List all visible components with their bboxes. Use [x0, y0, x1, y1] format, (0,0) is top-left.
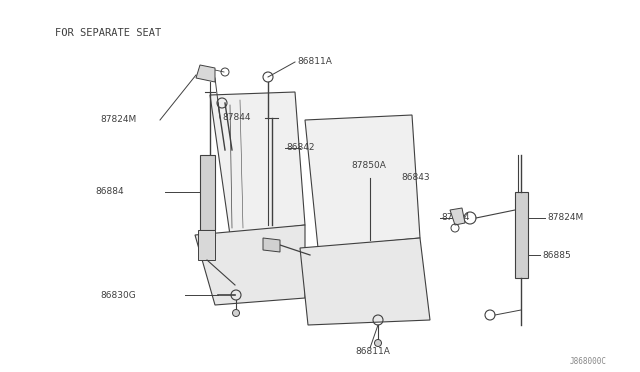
Polygon shape: [195, 225, 305, 305]
Text: 87844: 87844: [441, 214, 470, 222]
Text: 87844: 87844: [222, 113, 250, 122]
Polygon shape: [210, 92, 305, 235]
Circle shape: [374, 340, 381, 346]
Polygon shape: [198, 230, 215, 260]
Text: 86884: 86884: [95, 187, 124, 196]
Text: FOR SEPARATE SEAT: FOR SEPARATE SEAT: [55, 28, 161, 38]
Polygon shape: [200, 155, 215, 230]
Text: 87824M: 87824M: [100, 115, 136, 125]
Text: 86885: 86885: [542, 250, 571, 260]
Polygon shape: [450, 208, 465, 225]
Polygon shape: [515, 192, 528, 278]
Text: 86842: 86842: [286, 144, 314, 153]
Text: 86811A: 86811A: [355, 347, 390, 356]
Polygon shape: [305, 115, 420, 248]
Text: 87850A: 87850A: [351, 160, 386, 170]
Text: 86811A: 86811A: [297, 58, 332, 67]
Text: J868000C: J868000C: [570, 357, 607, 366]
Polygon shape: [300, 238, 430, 325]
Text: 86843: 86843: [401, 173, 429, 183]
Polygon shape: [196, 65, 215, 82]
Text: 86830G: 86830G: [100, 291, 136, 299]
Polygon shape: [263, 238, 280, 252]
Text: 87824M: 87824M: [547, 214, 583, 222]
Circle shape: [232, 310, 239, 317]
